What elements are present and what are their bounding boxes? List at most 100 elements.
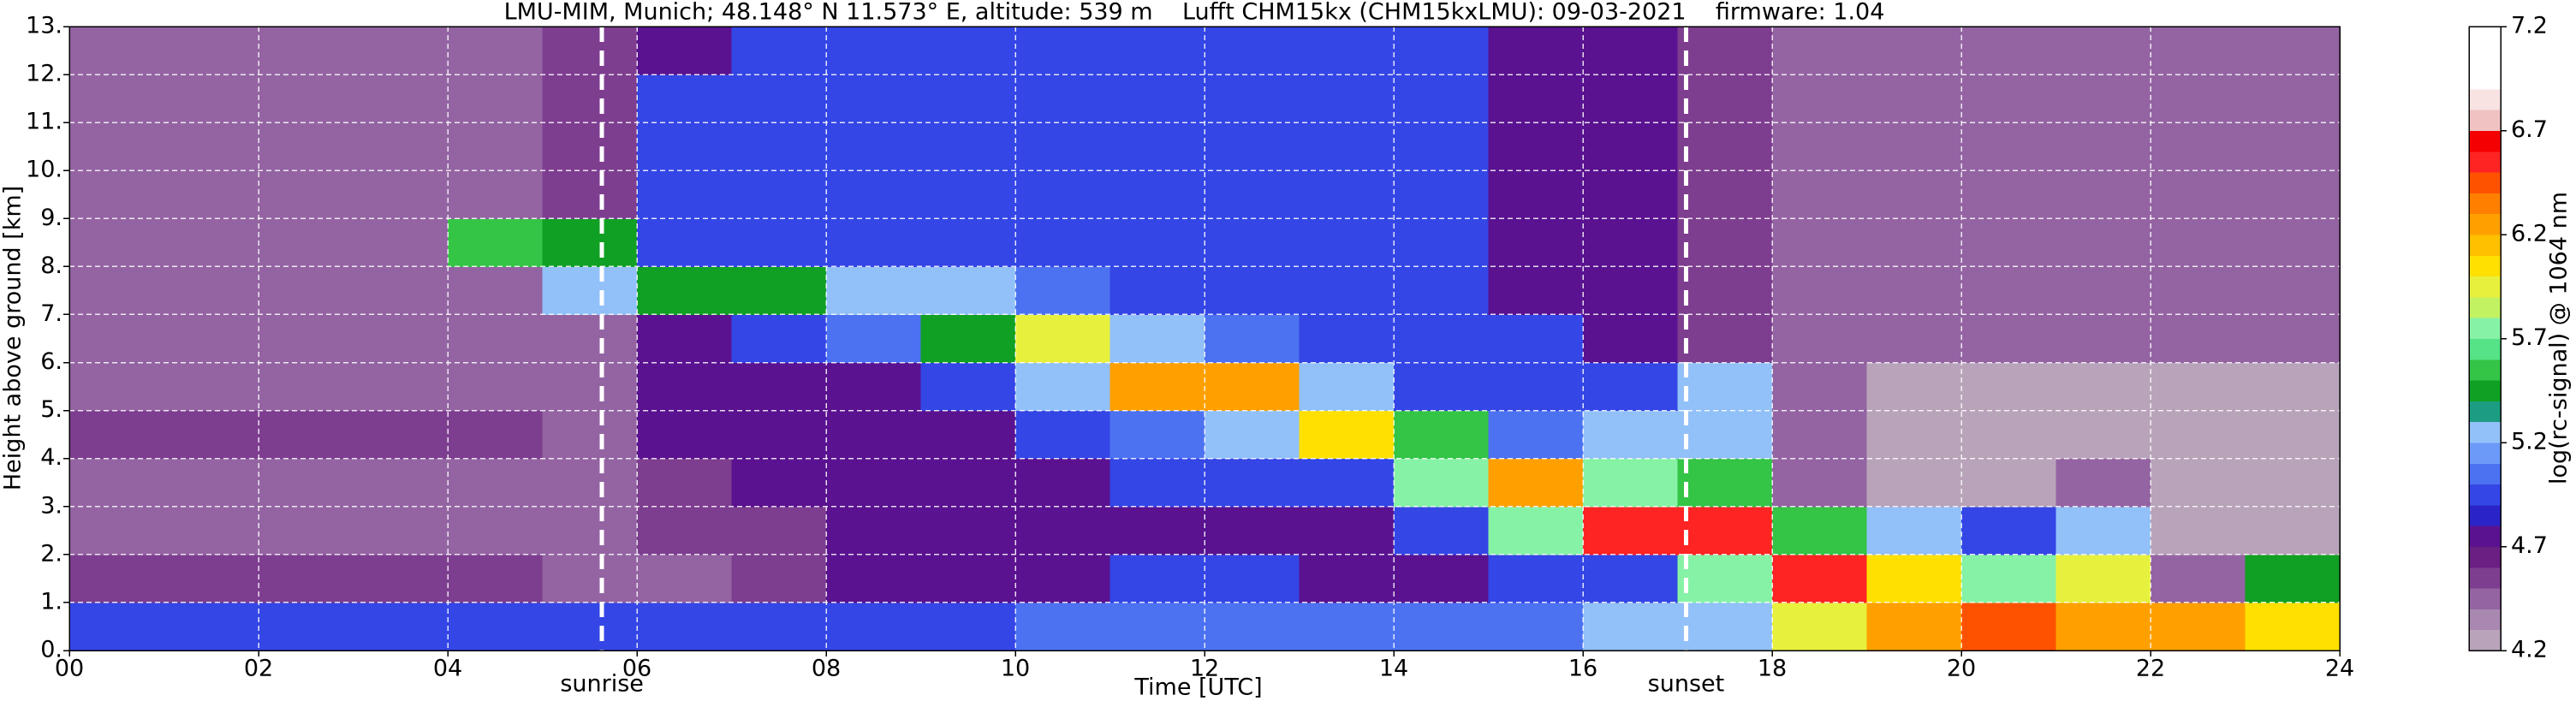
heatmap-cell <box>1299 410 1395 460</box>
y-tick-label: 5. <box>40 396 62 423</box>
heatmap-cell <box>448 170 543 219</box>
heatmap-cell <box>920 362 1016 412</box>
heatmap-cell <box>1110 314 1205 364</box>
heatmap-cell <box>2151 554 2246 603</box>
heatmap-cell <box>1110 122 1205 171</box>
colorbar-swatch <box>2469 88 2501 110</box>
heatmap-cell <box>2151 506 2246 556</box>
heatmap-cell <box>1583 218 1678 267</box>
heatmap-cell <box>1488 74 1584 123</box>
colorbar-swatch <box>2469 526 2501 547</box>
heatmap-cell <box>1394 458 1489 508</box>
heatmap-cell <box>731 314 827 364</box>
heatmap-cell <box>2151 410 2246 460</box>
heatmap-cell <box>826 362 921 412</box>
colorbar-swatch <box>2469 110 2501 131</box>
heatmap-cell <box>1394 410 1489 460</box>
colorbar-swatch <box>2469 504 2501 526</box>
heatmap-cell <box>1772 458 1867 508</box>
heatmap-cell <box>2151 458 2246 508</box>
y-tick-label: 11. <box>26 109 62 135</box>
heatmap-cell <box>1110 554 1205 603</box>
heatmap-cell <box>1961 410 2056 460</box>
colorbar-swatch <box>2469 338 2501 360</box>
heatmap-cell <box>637 266 732 315</box>
heatmap-cell <box>69 218 164 267</box>
heatmap-cell <box>1677 362 1773 412</box>
heatmap-cell <box>1583 170 1678 219</box>
annotation-label: sunset <box>1648 671 1725 698</box>
colorbar-swatch <box>2469 484 2501 506</box>
heatmap-cell <box>2245 266 2341 315</box>
heatmap-cell <box>1299 27 1395 75</box>
heatmap-cell <box>1015 170 1110 219</box>
heatmap-cell <box>2151 27 2246 75</box>
colorbar-swatch <box>2469 213 2501 235</box>
colorbar-swatch <box>2469 172 2501 193</box>
heatmap-cell <box>1677 170 1773 219</box>
heatmap-cell <box>920 506 1016 556</box>
heatmap-cell <box>1015 27 1110 75</box>
heatmap-cell <box>1205 314 1300 364</box>
heatmap-cell <box>1015 314 1110 364</box>
heatmap-cell <box>1015 362 1110 412</box>
heatmap-cell <box>637 410 732 460</box>
heatmap-cell <box>1015 122 1110 171</box>
heatmap-cell <box>2055 170 2151 219</box>
heatmap-cell <box>1205 506 1300 556</box>
heatmap-cell <box>637 74 732 123</box>
heatmap-cell <box>1110 170 1205 219</box>
heatmap-cell <box>69 554 164 603</box>
heatmap-cell <box>1205 602 1300 651</box>
heatmap-cell <box>731 74 827 123</box>
heatmap-cell <box>1394 506 1489 556</box>
heatmap-cell <box>731 218 827 267</box>
heatmap-cell <box>1488 170 1584 219</box>
heatmap-cell <box>637 27 732 75</box>
heatmap-cell <box>2245 554 2341 603</box>
heatmap-cell <box>1677 314 1773 364</box>
heatmap-cell <box>731 602 827 651</box>
colorbar-swatch <box>2469 401 2501 423</box>
colorbar-swatch <box>2469 235 2501 256</box>
heatmap-cell <box>731 410 827 460</box>
heatmap-cell <box>448 266 543 315</box>
heatmap-cell <box>1866 266 1962 315</box>
heatmap-cell <box>1866 410 1962 460</box>
heatmap-cell <box>1961 602 2056 651</box>
heatmap-cell <box>1299 602 1395 651</box>
heatmap-cell <box>164 410 259 460</box>
colorbar-swatch <box>2469 318 2501 339</box>
heatmap-cell <box>920 554 1016 603</box>
heatmap-cell <box>69 362 164 412</box>
heatmap-cell <box>1394 266 1489 315</box>
heatmap-cell <box>1205 122 1300 171</box>
heatmap-cell <box>1961 362 2056 412</box>
x-tick-label: 22 <box>2136 656 2165 682</box>
heatmap-cell <box>259 554 354 603</box>
heatmap-cell <box>259 27 354 75</box>
heatmap-cell <box>1015 410 1110 460</box>
heatmap-cell <box>1394 314 1489 364</box>
heatmap-cell <box>1772 266 1867 315</box>
heatmap-cell <box>259 74 354 123</box>
heatmap-cell <box>2055 410 2151 460</box>
heatmap-cell <box>826 27 921 75</box>
colorbar-swatch <box>2469 276 2501 298</box>
y-tick-label: 6. <box>40 348 62 375</box>
heatmap-cell <box>920 410 1016 460</box>
heatmap-cell <box>1583 74 1678 123</box>
colorbar-tick-label: 6.7 <box>2511 116 2548 143</box>
heatmap-cell <box>542 218 638 267</box>
colorbar-swatch <box>2469 421 2501 443</box>
plot-frame <box>68 26 2341 651</box>
heatmap-cell <box>1677 602 1773 651</box>
heatmap-cell <box>1866 554 1962 603</box>
heatmap-cell <box>448 458 543 508</box>
heatmap-cell <box>1299 458 1395 508</box>
heatmap-cell <box>1110 458 1205 508</box>
heatmap-cell <box>826 266 921 315</box>
heatmap-cell <box>920 314 1016 364</box>
heatmap-cell <box>2055 27 2151 75</box>
heatmap-cell <box>1110 506 1205 556</box>
